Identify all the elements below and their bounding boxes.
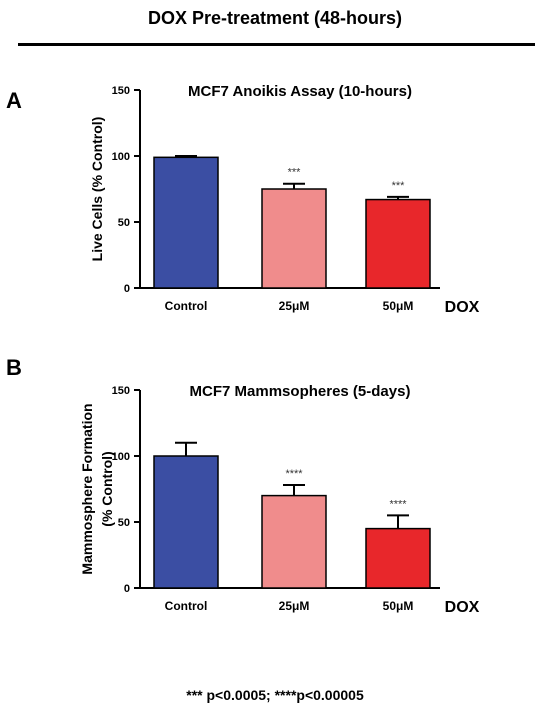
significance-mark: **** [389, 498, 407, 510]
x-category-label: 25μM [279, 599, 310, 613]
x-category-label: 25μM [279, 299, 310, 313]
bar-control [153, 455, 219, 589]
bar-dox50 [365, 527, 431, 589]
bar-dox25 [261, 494, 327, 589]
chart-title: MCF7 Anoikis Assay (10-hours) [188, 83, 412, 100]
significance-mark: **** [285, 468, 303, 480]
y-tick-label: 0 [124, 583, 130, 595]
y-tick-label: 150 [112, 85, 130, 97]
y-tick-label: 100 [112, 451, 130, 463]
bar-dox50 [365, 198, 431, 289]
x-axis-label: DOX [445, 299, 480, 316]
panel-label-a: A [6, 88, 22, 113]
bar-dox25 [261, 188, 327, 289]
y-tick-label: 0 [124, 283, 130, 295]
y-axis-label-line2: (% Control) [99, 451, 115, 526]
x-category-label: 50μM [383, 299, 414, 313]
x-category-label: Control [165, 299, 208, 313]
significance-mark: *** [392, 180, 406, 192]
chart-title: MCF7 Mammsopheres (5-days) [190, 383, 411, 400]
x-category-label: Control [165, 599, 208, 613]
y-axis-label: Mammosphere Formation [79, 403, 95, 574]
chart-mammospheres: MCF7 Mammsopheres (5-days) 0 50 100 150 Mammo… [79, 383, 480, 616]
x-category-label: 50μM [383, 599, 414, 613]
x-axis-label: DOX [445, 599, 480, 616]
bar-control [153, 156, 219, 289]
panel-label-b: B [6, 355, 22, 380]
y-axis-label: Live Cells (% Control) [89, 117, 105, 262]
y-tick-label: 150 [112, 385, 130, 397]
significance-mark: *** [288, 167, 302, 179]
y-tick-label: 100 [112, 151, 130, 163]
significance-footnote: *** p<0.0005; ****p<0.00005 [186, 687, 364, 703]
page-header: DOX Pre-treatment (48-hours) [147, 8, 403, 28]
y-tick-label: 50 [118, 517, 130, 529]
y-tick-label: 50 [118, 217, 130, 229]
header-rule [18, 43, 535, 46]
chart-anoikis: MCF7 Anoikis Assay (10-hours) 0 50 100 150 Li… [89, 83, 480, 316]
